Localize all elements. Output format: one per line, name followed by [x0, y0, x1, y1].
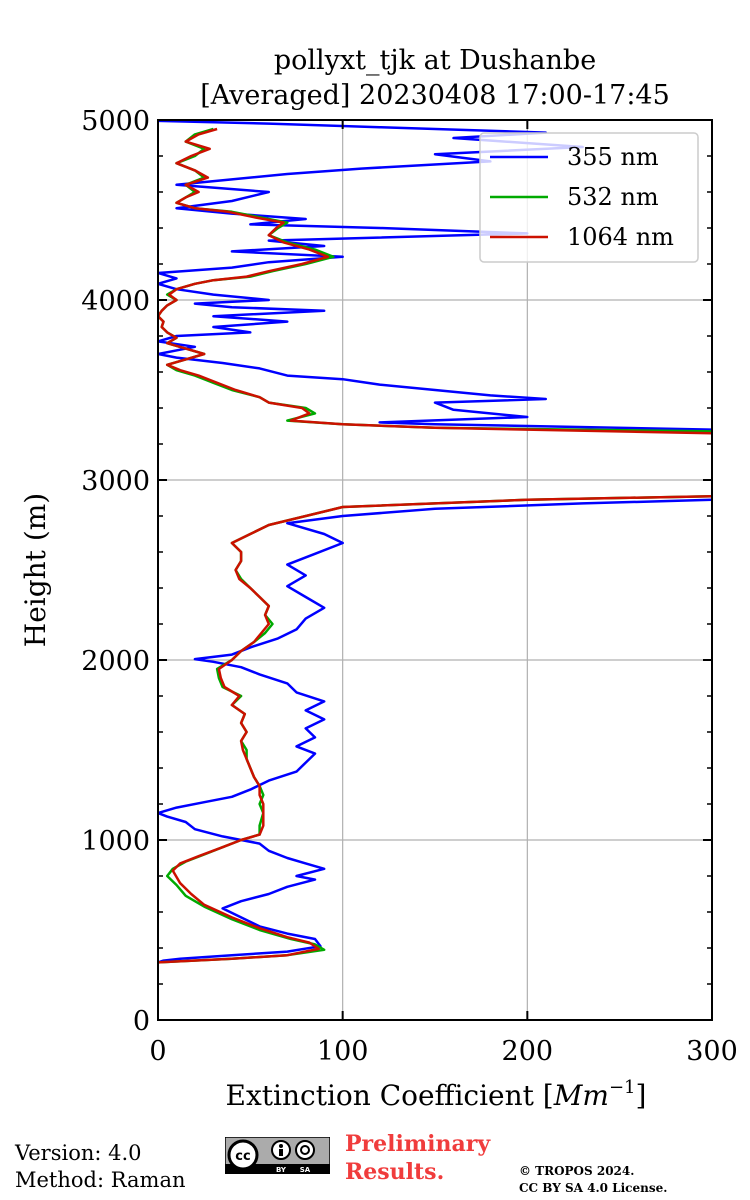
axis-ticks — [157, 119, 713, 1021]
y-tick-label: 5000 — [81, 106, 150, 137]
x-axis-label-end: ] — [636, 1079, 647, 1112]
sa-share-icon — [295, 1140, 315, 1160]
preliminary-line-2: Results. — [345, 1159, 445, 1185]
x-tick-label: 300 — [686, 1036, 738, 1067]
series-line-2-lower — [158, 494, 712, 964]
series-line-3-lower — [158, 494, 712, 964]
legend-label-1: 355 nm — [567, 143, 659, 171]
preliminary-line-1: Preliminary — [345, 1131, 491, 1157]
x-tick-label: 100 — [317, 1036, 369, 1067]
method-text: Method: Raman — [15, 1168, 186, 1192]
legend-label-3: 1064 nm — [567, 223, 674, 251]
sa-share-arrow — [300, 1145, 310, 1155]
badge-cc-text: cc — [235, 1149, 250, 1164]
series-layer — [158, 120, 712, 964]
x-axis-label: Extinction Coefficient [Mm−1] — [226, 1077, 647, 1112]
plot-frame — [157, 119, 713, 1021]
y-tick-label: 2000 — [81, 646, 150, 677]
by-person-body — [279, 1149, 283, 1156]
copyright-line-1: © TROPOS 2024. — [519, 1164, 635, 1178]
cc-logo-icon — [227, 1139, 259, 1171]
y-tick-label: 1000 — [81, 826, 150, 857]
y-axis-label: Height (m) — [19, 493, 52, 647]
x-axis-label-exponent: −1 — [609, 1077, 636, 1098]
legend-box — [479, 132, 699, 263]
by-person-head — [279, 1144, 283, 1148]
x-axis-label-unit: Mm — [553, 1079, 609, 1112]
x-tick-label: 200 — [502, 1036, 554, 1067]
cc-by-sa-badge: cc BY SA — [225, 1137, 330, 1174]
x-tick-label: 0 — [149, 1036, 166, 1067]
y-tick-label: 4000 — [81, 286, 150, 317]
legend: 355 nm 532 nm 1064 nm — [479, 132, 699, 263]
y-tick-label: 0 — [133, 1006, 150, 1037]
series-line-1-lower — [158, 498, 712, 964]
chart-title-line-2: [Averaged] 20230408 17:00-17:45 — [200, 80, 670, 111]
chart-title-line-1: pollyxt_tjk at Dushanbe — [273, 45, 597, 76]
badge-by-text: BY — [276, 1166, 287, 1174]
series-line-3-upper — [158, 127, 712, 435]
y-tick-label: 3000 — [81, 466, 150, 497]
version-text: Version: 4.0 — [15, 1141, 142, 1165]
badge-sa-text: SA — [300, 1166, 311, 1174]
copyright-line-2: CC BY SA 4.0 License. — [519, 1181, 668, 1195]
legend-label-2: 532 nm — [567, 183, 659, 211]
x-axis-label-main: Extinction Coefficient [ — [226, 1079, 554, 1112]
